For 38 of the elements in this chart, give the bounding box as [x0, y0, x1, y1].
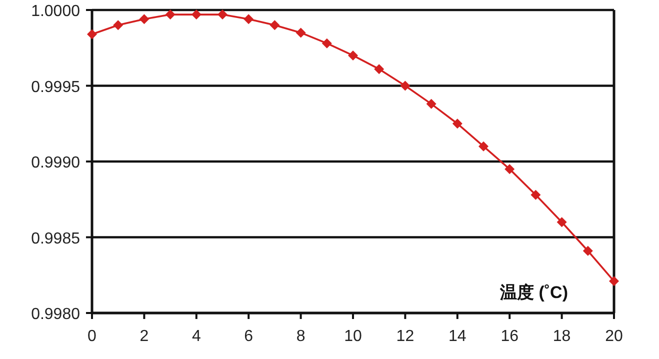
x-tick-label: 6 — [244, 328, 254, 345]
point — [582, 246, 593, 256]
x-axis-title: 温度 (˚C) — [499, 283, 568, 302]
x-tick-label: 12 — [396, 328, 414, 345]
y-tick-label: 0.9980 — [31, 306, 80, 323]
y-tick-label: 0.9985 — [31, 230, 80, 248]
point — [452, 118, 462, 129]
x-tick-label: 14 — [448, 328, 466, 345]
point — [113, 20, 124, 30]
point — [609, 276, 619, 286]
y-tick-label: 0.9990 — [31, 154, 80, 172]
point — [139, 14, 150, 24]
y-tick-label: 0.9995 — [31, 78, 80, 96]
x-tick-label: 4 — [192, 328, 201, 345]
x-tick-label: 18 — [552, 328, 571, 345]
point — [348, 50, 358, 60]
point — [270, 20, 280, 30]
point — [426, 98, 436, 109]
point — [530, 190, 541, 200]
point — [191, 10, 202, 20]
x-tick-label: 10 — [344, 328, 362, 345]
point — [218, 10, 228, 20]
point — [322, 38, 332, 48]
y-tick-label: 1.0000 — [31, 3, 80, 20]
point — [374, 64, 384, 74]
x-tick-label: 16 — [500, 328, 519, 345]
point — [556, 217, 567, 228]
point — [244, 14, 254, 24]
point — [165, 10, 176, 20]
point — [478, 141, 488, 152]
x-tick-label: 20 — [605, 328, 623, 345]
point — [87, 29, 97, 40]
point — [400, 80, 410, 91]
x-tick-label: 2 — [140, 328, 149, 345]
point — [296, 28, 306, 38]
x-tick-label: 8 — [296, 328, 306, 345]
point — [504, 164, 515, 174]
x-tick-label: 0 — [88, 328, 97, 345]
